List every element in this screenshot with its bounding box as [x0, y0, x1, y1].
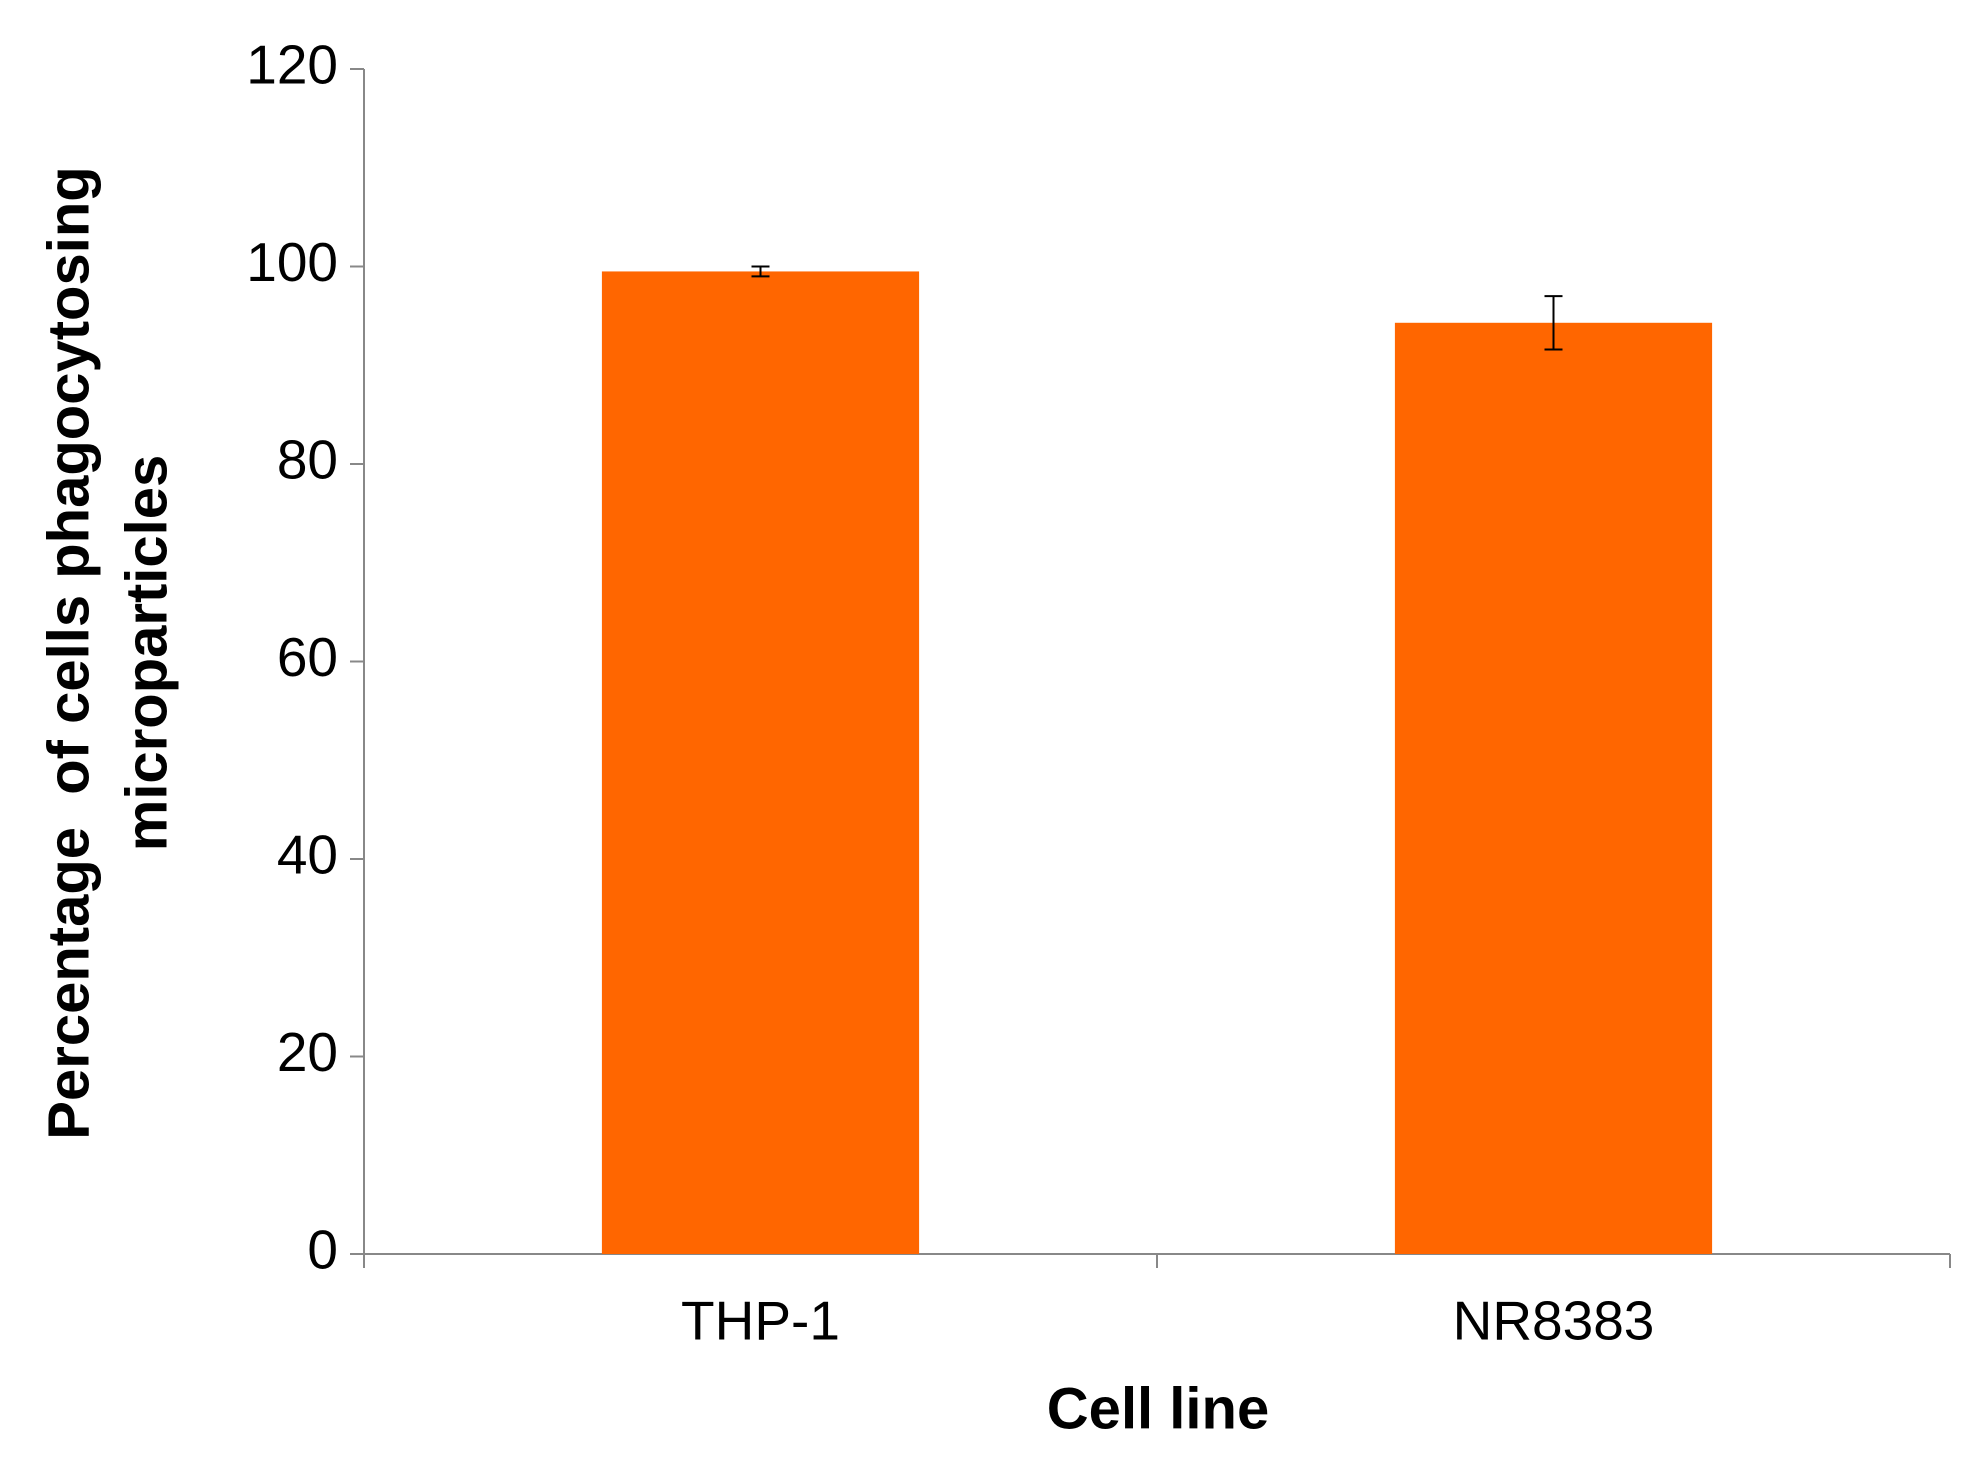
- y-tick-label: 40: [277, 824, 338, 886]
- x-tick-label: THP-1: [681, 1290, 840, 1352]
- y-tick-label: 20: [277, 1021, 338, 1083]
- x-axis-title: Cell line: [1047, 1376, 1269, 1441]
- y-tick-label: 80: [277, 429, 338, 491]
- bar: [601, 271, 920, 1254]
- y-tick-label: 100: [246, 231, 338, 293]
- y-axis-title: Percentage of cells phagocytosing: [36, 166, 101, 1139]
- y-tick-label: 0: [307, 1219, 338, 1281]
- error-bar: [751, 265, 770, 278]
- y-axis-title: microparticles: [114, 455, 179, 852]
- y-tick-label: 60: [277, 626, 338, 688]
- error-bar: [1544, 295, 1563, 351]
- y-tick-label: 120: [246, 34, 338, 96]
- bar: [1394, 322, 1713, 1255]
- x-tick-label: NR8383: [1453, 1290, 1655, 1352]
